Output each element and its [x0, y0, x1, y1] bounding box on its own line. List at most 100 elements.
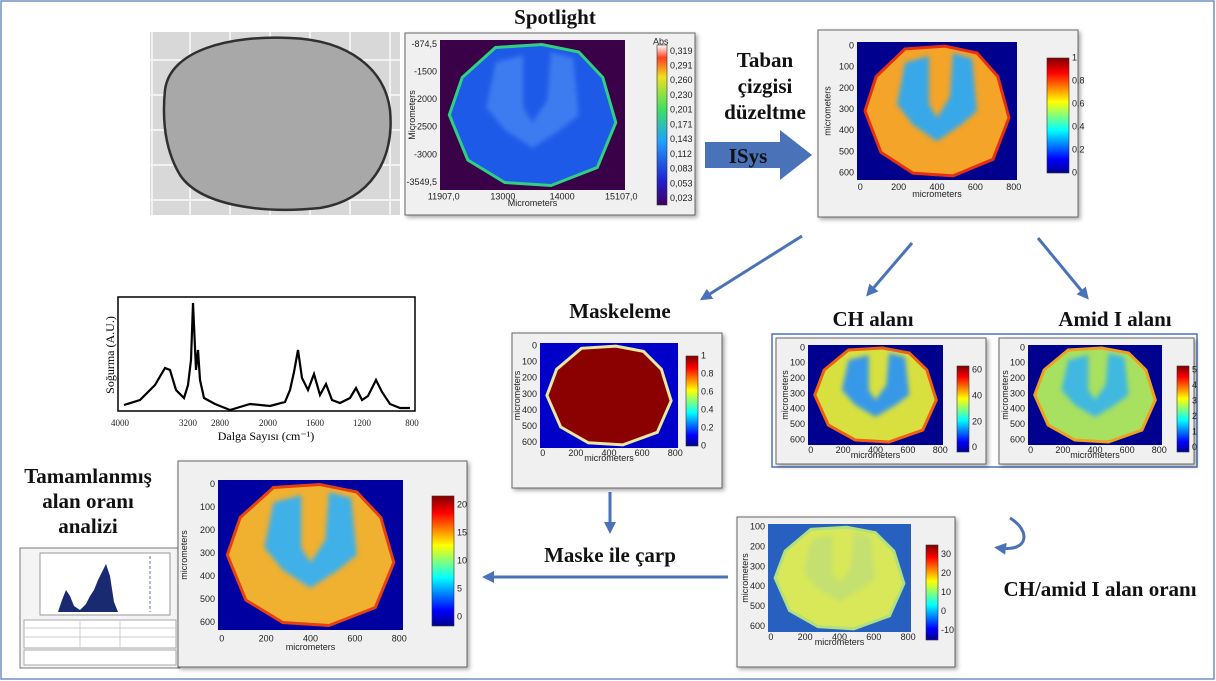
y-axis-label: Micrometers [407, 90, 417, 140]
x-tick-label: 0 [858, 182, 863, 192]
y-tick-label: 500 [200, 594, 215, 604]
colorbar-tick: 0,023 [670, 193, 693, 203]
colorbar-tick: 0.4 [701, 404, 714, 414]
amide-label: Amid I alanı [1058, 307, 1171, 331]
y-tick-label: 600 [839, 167, 854, 177]
y-tick-label: 100 [522, 357, 537, 367]
colorbar [1047, 58, 1069, 173]
y-tick-label: 600 [1010, 434, 1025, 444]
y-tick-label: 0 [532, 341, 537, 351]
colorbar [657, 45, 667, 205]
y-tick-label: 300 [750, 561, 765, 571]
spectrum-ylabel: Soğurma (A.U.) [103, 316, 117, 394]
colorbar-tick: 0 [941, 606, 946, 616]
map-panel: 01002003004005006000200400600800micromet… [776, 338, 986, 464]
colorbar [957, 366, 969, 452]
baseline-label: düzeltme [724, 100, 806, 124]
analysis-label: alan oranı [42, 489, 134, 513]
colorbar-tick: 30 [941, 549, 951, 559]
x-tick-label: 600 [1120, 445, 1135, 455]
colorbar-tick: 0 [1192, 442, 1197, 452]
y-tick-label: 600 [200, 617, 215, 627]
x-tick-label: 0 [540, 448, 545, 458]
spectrum-tick: 4000 [111, 418, 130, 428]
x-tick-label: 200 [891, 182, 906, 192]
colorbar-tick: 10 [941, 587, 951, 597]
colorbar [686, 356, 698, 446]
y-axis-label: micrometers [823, 86, 833, 136]
y-tick-label: 300 [790, 388, 805, 398]
x-tick-label: 200 [1055, 445, 1070, 455]
spectrum-tick: 3200 [179, 418, 198, 428]
x-tick-label: 800 [1152, 445, 1167, 455]
x-tick-label: 0 [808, 445, 813, 455]
y-tick-label: 400 [200, 571, 215, 581]
x-axis-label: micrometers [815, 637, 865, 647]
x-tick-label: 800 [1006, 182, 1021, 192]
x-tick-label: 200 [568, 448, 583, 458]
colorbar-tick: 0.4 [1072, 121, 1085, 131]
y-tick-label: -1500 [414, 66, 437, 76]
colorbar-tick: 0.8 [701, 368, 714, 378]
x-tick-label: 600 [347, 633, 362, 643]
tissue [227, 485, 393, 626]
spectrum-tick: 1200 [353, 418, 372, 428]
colorbar-tick: 0 [701, 440, 706, 450]
y-tick-label: 500 [750, 601, 765, 611]
y-tick-label: 100 [839, 62, 854, 72]
colorbar [432, 496, 454, 626]
colorbar-tick: 0.2 [701, 422, 714, 432]
y-tick-label: 0 [210, 479, 215, 489]
y-tick-label: 300 [839, 104, 854, 114]
x-tick-label: 0 [1028, 445, 1033, 455]
colorbar-tick: 0.8 [1072, 75, 1085, 85]
colorbar-tick: 0,260 [670, 75, 693, 85]
colorbar-tick: 0,201 [670, 105, 693, 115]
figure: Spotlight Taban çizgisi düzeltme ISys Ma… [0, 0, 1216, 681]
x-tick-label: 0 [219, 633, 224, 643]
y-tick-label: 0 [849, 41, 854, 51]
y-tick-label: 100 [200, 502, 215, 512]
colorbar-tick: 0 [972, 442, 977, 452]
y-tick-label: 200 [750, 541, 765, 551]
colorbar-tick: 3 [1192, 396, 1197, 406]
tissue [547, 346, 671, 445]
baseline-label: çizgisi [738, 74, 793, 98]
x-tick-label: 200 [259, 633, 274, 643]
x-axis-label: micrometers [584, 453, 634, 463]
colorbar-tick: 60 [972, 365, 982, 375]
y-axis-label: micrometers [179, 530, 189, 580]
y-tick-label: 400 [790, 404, 805, 414]
baseline-label: Taban [737, 48, 794, 72]
y-tick-label: 500 [839, 146, 854, 156]
y-tick-label: 200 [1010, 373, 1025, 383]
multiply-label: Maske ile çarp [544, 543, 676, 567]
y-tick-label: 0 [1020, 342, 1025, 352]
y-axis-label: micrometers [780, 370, 790, 420]
x-tick-label: 200 [836, 445, 851, 455]
spectrum-xlabel: Dalga Sayısı (cm⁻¹) [218, 429, 315, 443]
y-tick-label: -3549,5 [406, 177, 437, 187]
y-tick-label: 400 [750, 581, 765, 591]
analysis-label: analizi [58, 514, 118, 538]
y-tick-label: 200 [200, 525, 215, 535]
colorbar-tick: 0,319 [670, 46, 693, 56]
x-tick-label: 600 [866, 632, 881, 642]
x-tick-label: 800 [668, 448, 683, 458]
x-tick-label: 600 [635, 448, 650, 458]
colorbar-tick: 15 [457, 527, 467, 537]
colorbar-tick: 1 [1192, 427, 1197, 437]
x-tick-label: 15107,0 [605, 192, 638, 202]
x-tick-label: 600 [968, 182, 983, 192]
y-tick-label: 600 [750, 621, 765, 631]
x-tick-label: 0 [768, 632, 773, 642]
y-tick-label: 300 [522, 389, 537, 399]
y-tick-label: 100 [750, 522, 765, 532]
microscope-image [150, 32, 400, 215]
tissue [815, 348, 937, 442]
colorbar-tick: 0,112 [670, 149, 692, 159]
ratio-label: CH/amid I alan oranı [1003, 577, 1196, 601]
x-axis-label: micrometers [286, 642, 336, 652]
